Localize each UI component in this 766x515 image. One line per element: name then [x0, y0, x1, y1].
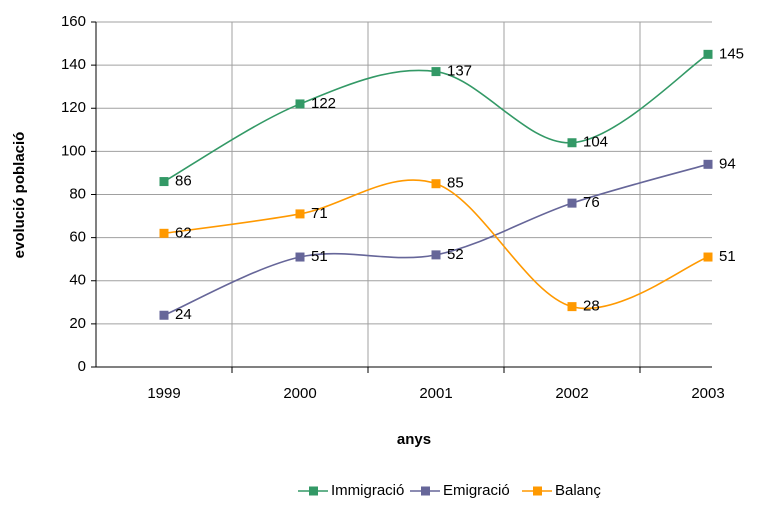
x-tick-label: 2000: [283, 385, 316, 402]
y-tick-label: 20: [69, 315, 86, 332]
x-tick-label: 2001: [419, 385, 452, 402]
data-point: [567, 198, 577, 208]
y-tick-label: 60: [69, 229, 86, 246]
data-label: 52: [447, 246, 464, 263]
data-point: [703, 159, 713, 169]
data-label: 71: [311, 205, 328, 222]
legend-label: Emigració: [443, 482, 510, 499]
data-point: [567, 138, 577, 148]
y-tick-label: 100: [61, 142, 86, 159]
legend-label: Balanç: [555, 482, 601, 499]
y-tick-label: 80: [69, 185, 86, 202]
y-tick-label: 140: [61, 56, 86, 73]
data-label: 122: [311, 95, 336, 112]
data-point: [567, 302, 577, 312]
data-point: [159, 177, 169, 187]
data-point: [431, 67, 441, 77]
data-point: [703, 49, 713, 59]
x-tick-label: 2003: [691, 385, 724, 402]
data-label: 104: [583, 134, 608, 151]
data-point: [159, 310, 169, 320]
data-label: 62: [175, 224, 192, 241]
data-point: [295, 252, 305, 262]
data-point: [159, 228, 169, 238]
legend-marker: [533, 486, 542, 496]
legend-marker: [309, 486, 318, 496]
y-tick-label: 0: [78, 358, 86, 375]
data-label: 94: [719, 155, 736, 172]
data-label: 51: [719, 248, 736, 265]
data-label: 137: [447, 63, 472, 80]
data-point: [703, 252, 713, 262]
y-tick-label: 160: [61, 13, 86, 30]
data-label: 85: [447, 175, 464, 192]
data-point: [431, 250, 441, 260]
data-label: 76: [583, 194, 600, 211]
data-point: [295, 99, 305, 109]
data-label: 51: [311, 248, 328, 265]
x-axis-title: anys: [397, 431, 431, 448]
x-tick-label: 1999: [147, 385, 180, 402]
x-tick-label: 2002: [555, 385, 588, 402]
data-point: [431, 179, 441, 189]
y-axis-title: evolució població: [11, 132, 28, 259]
legend-marker: [421, 486, 430, 496]
data-label: 145: [719, 45, 744, 62]
y-tick-label: 40: [69, 272, 86, 289]
data-label: 24: [175, 306, 192, 323]
legend-label: Immigració: [331, 482, 404, 499]
data-point: [295, 209, 305, 219]
data-label: 86: [175, 173, 192, 190]
y-tick-label: 120: [61, 99, 86, 116]
data-label: 28: [583, 298, 600, 315]
series-line: [163, 179, 709, 310]
